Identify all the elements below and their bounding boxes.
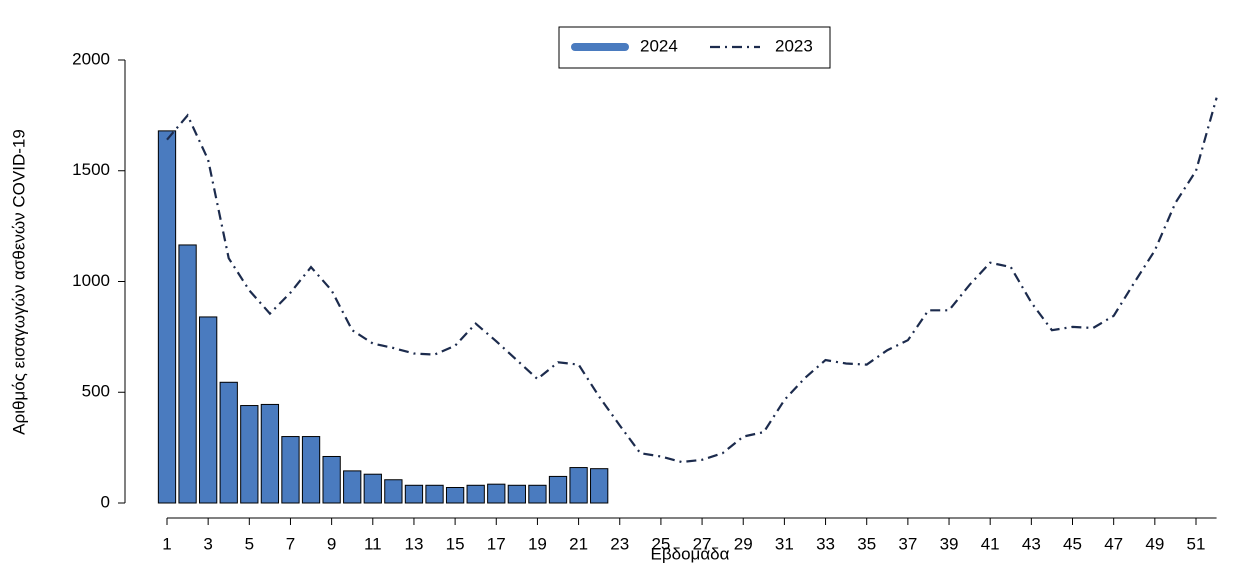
- bar: [569, 467, 588, 504]
- x-tick-label: 41: [981, 534, 1000, 553]
- x-tick-label: 17: [487, 534, 506, 553]
- y-axis-title: Αριθμός εισαγωγών ασθενών COVID-19: [9, 129, 28, 435]
- bar: [178, 244, 197, 504]
- x-tick-label: 47: [1104, 534, 1123, 553]
- bar: [363, 473, 382, 504]
- x-tick-label: 49: [1145, 534, 1164, 553]
- bar: [343, 470, 362, 504]
- bar: [240, 405, 259, 504]
- x-tick-label: 31: [775, 534, 794, 553]
- x-tick-label: 37: [898, 534, 917, 553]
- x-tick-label: 27: [693, 534, 712, 553]
- bar: [487, 483, 506, 504]
- x-axis-title: Εβδομάδα: [651, 544, 730, 563]
- x-tick-label: 3: [203, 534, 212, 553]
- legend-label: 2024: [640, 36, 678, 55]
- x-tick-label: 19: [528, 534, 547, 553]
- bar: [425, 484, 444, 504]
- x-tick-label: 9: [327, 534, 336, 553]
- y-tick-label: 2000: [72, 49, 110, 68]
- bar: [199, 316, 218, 504]
- x-tick-label: 11: [364, 534, 382, 553]
- bar: [445, 486, 465, 504]
- x-tick-label: 25: [651, 534, 670, 553]
- x-tick-label: 35: [857, 534, 876, 553]
- bar: [466, 484, 485, 504]
- x-tick-label: 39: [940, 534, 959, 553]
- x-tick-label: 29: [734, 534, 753, 553]
- x-tick-label: 43: [1022, 534, 1041, 553]
- x-tick-label: 13: [404, 534, 423, 553]
- x-tick-label: 1: [162, 534, 171, 553]
- y-tick-label: 0: [101, 492, 110, 511]
- bar: [507, 484, 526, 504]
- x-tick-label: 23: [610, 534, 629, 553]
- y-tick-label: 500: [82, 382, 110, 401]
- x-tick-label: 51: [1187, 534, 1206, 553]
- bar: [219, 381, 238, 504]
- x-tick-label: 21: [569, 534, 588, 553]
- x-tick-label: 7: [286, 534, 295, 553]
- bar: [281, 436, 300, 504]
- line: [166, 97, 1218, 464]
- bar: [590, 468, 609, 504]
- x-tick-label: 5: [245, 534, 254, 553]
- y-tick-label: 1000: [72, 271, 110, 290]
- bar: [301, 436, 321, 504]
- bar: [260, 403, 280, 504]
- y-tick-label: 1500: [72, 160, 110, 179]
- legend-label: 2023: [775, 36, 813, 55]
- x-tick-label: 15: [446, 534, 465, 553]
- x-tick-label: 33: [816, 534, 835, 553]
- bar: [404, 484, 424, 504]
- bar: [157, 130, 177, 504]
- bar: [528, 484, 547, 504]
- bar: [384, 479, 403, 504]
- bar: [548, 475, 568, 504]
- x-tick-label: 45: [1063, 534, 1082, 553]
- bar: [322, 455, 341, 504]
